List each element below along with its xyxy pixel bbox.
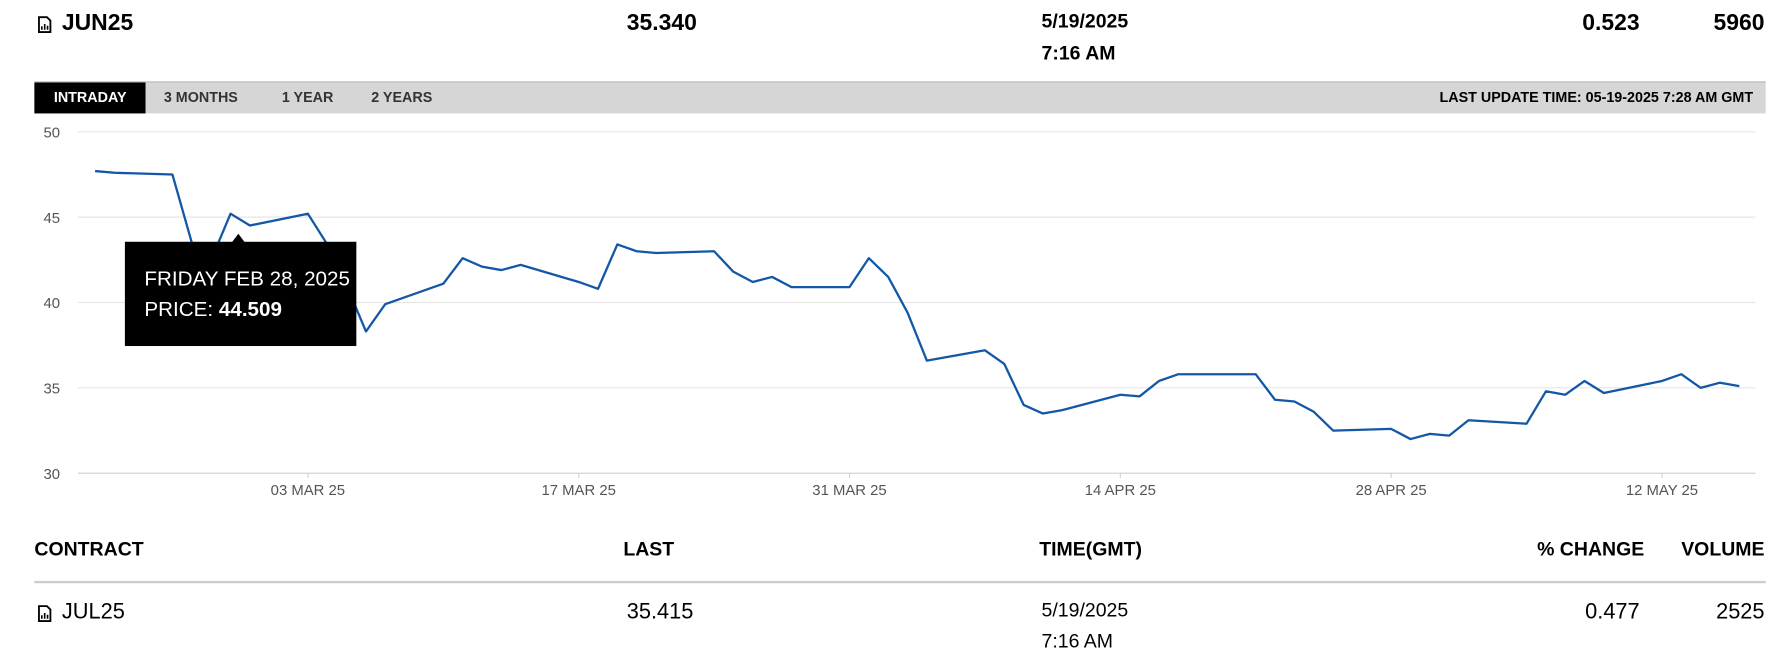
x-tick-label: 14 APR 25 bbox=[1085, 483, 1156, 499]
cell: 2525 bbox=[1716, 600, 1765, 625]
chart-icon bbox=[38, 16, 52, 33]
x-tick-label: 03 MAR 25 bbox=[271, 483, 345, 499]
tooltip-arrow bbox=[231, 233, 246, 243]
chart-icon[interactable] bbox=[38, 605, 52, 622]
date: 5/19/2025 bbox=[1041, 10, 1129, 33]
time: 7:16 AM bbox=[1041, 42, 1116, 65]
tooltip: FRIDAY FEB 28, 2025 PRICE: 44.509 bbox=[124, 233, 357, 347]
last: 35.340 bbox=[626, 10, 697, 36]
cell: 5/19/2025 bbox=[1041, 599, 1129, 622]
tab[interactable]: INTRADAY bbox=[34, 82, 147, 114]
tab[interactable]: 3 MONTHS bbox=[163, 89, 238, 106]
tab-bar: INTRADAY 3 MONTHS 1 YEAR 2 YEARS LAST UP… bbox=[34, 81, 1766, 114]
column-header: CONTRACT bbox=[34, 538, 144, 561]
y-tick-label: 45 bbox=[44, 211, 61, 227]
column-header: VOLUME bbox=[1681, 538, 1765, 561]
cell: 0.477 bbox=[1585, 600, 1640, 625]
tab[interactable]: 1 YEAR bbox=[281, 89, 334, 106]
y-tick-label: 35 bbox=[44, 382, 61, 398]
tooltip-date: FRIDAY FEB 28, 2025 bbox=[144, 266, 350, 290]
cell: 7:16 AM bbox=[1041, 630, 1114, 652]
tooltip-label: PRICE: bbox=[144, 297, 214, 321]
contract: JUN25 bbox=[61, 10, 134, 36]
chart: 30 35 40 45 50 03 MAR 25 17 MAR 25 31 MAR 25 14 … bbox=[44, 125, 1756, 499]
price-line bbox=[95, 169, 1740, 441]
cell[interactable]: JUL25 bbox=[61, 600, 125, 625]
volume: 5960 bbox=[1713, 10, 1765, 36]
cell: 35.415 bbox=[626, 600, 694, 625]
x-tick-label: 12 MAY 25 bbox=[1626, 483, 1698, 499]
y-tick-label: 50 bbox=[44, 125, 61, 141]
last-update: LAST UPDATE TIME: 05-19-2025 7:28 AM GMT bbox=[1439, 89, 1754, 106]
divider bbox=[34, 580, 1766, 584]
tooltip-value: 44.509 bbox=[218, 297, 282, 321]
x-tick-label: 17 MAR 25 bbox=[541, 483, 615, 499]
x-tick-label: 28 APR 25 bbox=[1356, 483, 1427, 499]
column-header: % CHANGE bbox=[1537, 538, 1645, 561]
y-tick-label: 40 bbox=[44, 296, 61, 312]
x-tick-label: 31 MAR 25 bbox=[812, 483, 886, 499]
y-tick-label: 30 bbox=[44, 467, 61, 483]
column-header: TIME(GMT) bbox=[1039, 538, 1143, 561]
tab[interactable]: 2 YEARS bbox=[371, 89, 433, 106]
column-header: LAST bbox=[623, 538, 675, 561]
change: 0.523 bbox=[1582, 10, 1640, 36]
tooltip-price: PRICE: 44.509 bbox=[144, 298, 282, 322]
